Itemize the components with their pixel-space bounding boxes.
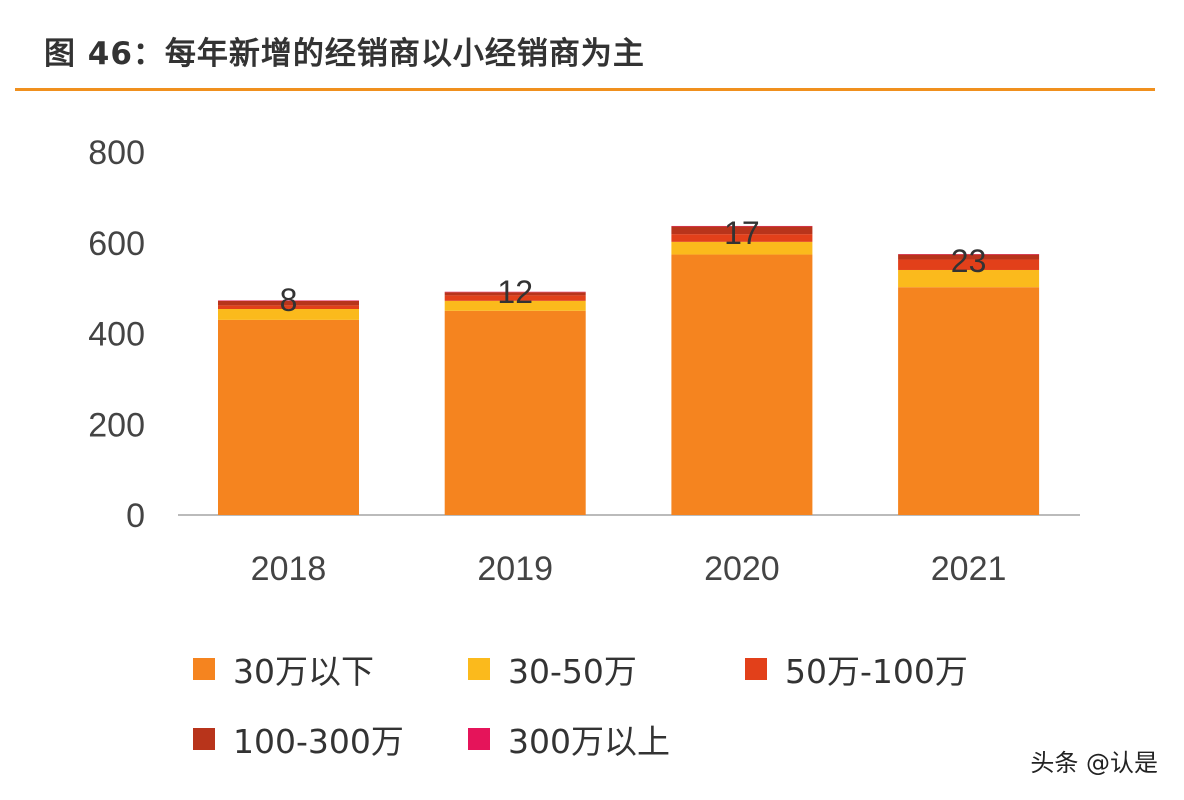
legend-item-30-50w: 30-50万 (468, 645, 637, 693)
legend-item-30w-below: 30万以下 (193, 645, 374, 693)
bar-segment-2020-3 (671, 226, 813, 235)
legend-label: 50万-100万 (785, 652, 968, 691)
data-label: 8 (280, 282, 298, 318)
y-tick-label: 200 (88, 406, 145, 444)
bar-segment-2020-0 (671, 254, 813, 516)
bar-segment-2021-0 (898, 287, 1040, 515)
data-label: 23 (951, 243, 987, 279)
legend-swatch (468, 658, 490, 680)
legend-swatch (193, 658, 215, 680)
legend-swatch (468, 728, 490, 750)
bar-segment-2020-2 (671, 234, 813, 242)
bar-segment-2018-0 (218, 319, 359, 515)
x-tick-label: 2020 (704, 550, 780, 588)
bar-segment-2019-2 (444, 295, 586, 301)
bar-segment-2019-1 (444, 300, 586, 311)
legend-item-50-100w: 50万-100万 (745, 645, 968, 693)
bar-segment-2021-2 (898, 259, 1040, 270)
y-tick-label: 0 (126, 497, 145, 535)
legend-item-100-300w: 100-300万 (193, 715, 404, 763)
legend-swatch (193, 728, 215, 750)
y-tick-label: 800 (88, 134, 145, 172)
legend-item-300w-above: 300万以上 (468, 715, 670, 763)
data-label: 17 (724, 215, 760, 251)
legend-swatch (745, 658, 767, 680)
legend-label: 100-300万 (233, 722, 404, 761)
x-tick-label: 2021 (931, 550, 1007, 588)
x-tick-label: 2019 (477, 550, 553, 588)
title-divider (15, 88, 1155, 91)
x-tick-label: 2018 (251, 550, 327, 588)
y-tick-label: 400 (88, 316, 145, 354)
bar-segment-2020-1 (671, 241, 813, 255)
bar-segment-2018-1 (218, 308, 359, 320)
bar-segment-2019-0 (444, 310, 586, 515)
legend-label: 300万以上 (508, 722, 670, 761)
y-tick-label: 600 (88, 225, 145, 263)
bar-segment-2018-2 (218, 305, 359, 309)
watermark: 头条 @认是 (1030, 749, 1158, 777)
bar-segment-2018-3 (218, 300, 359, 306)
bar-segment-2021-1 (898, 269, 1040, 288)
chart-title: 图 46：每年新增的经销商以小经销商为主 (44, 36, 645, 72)
bar-segment-2019-3 (444, 292, 586, 296)
legend-label: 30-50万 (508, 652, 637, 691)
legend-label: 30万以下 (233, 652, 374, 691)
data-label: 12 (497, 274, 533, 310)
bar-segment-2021-3 (898, 254, 1040, 260)
